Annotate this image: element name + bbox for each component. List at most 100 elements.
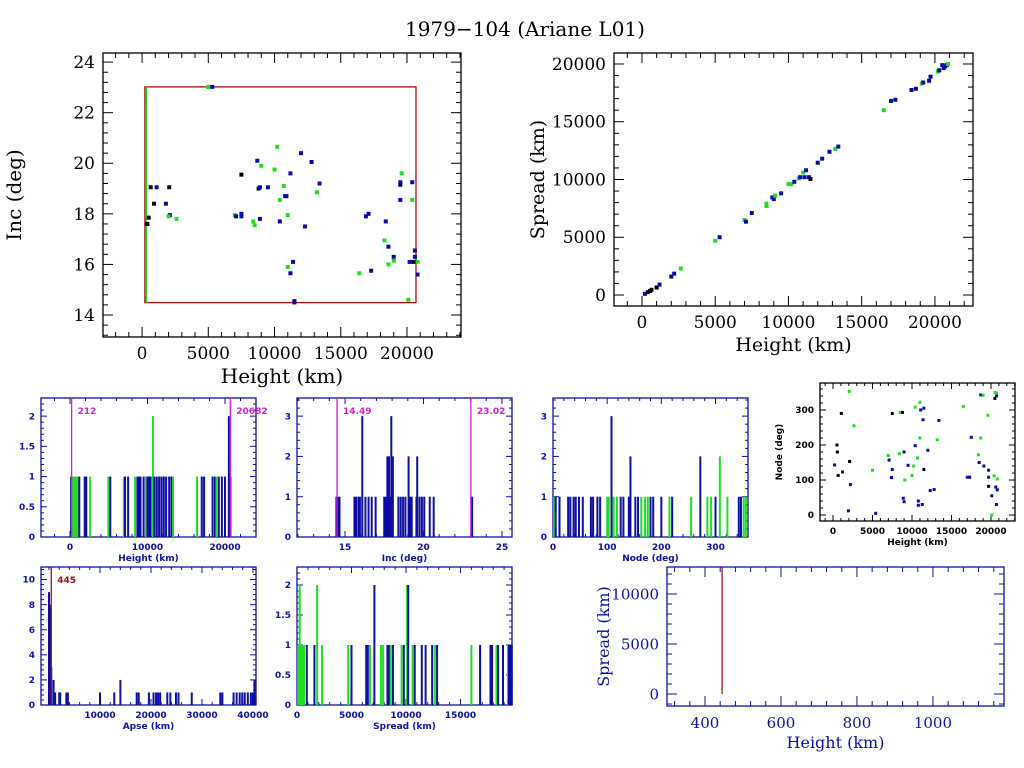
data-point <box>927 78 932 83</box>
y-tick-label: 8 <box>29 601 35 611</box>
data-point <box>239 172 244 177</box>
data-point <box>275 144 280 149</box>
x-tick-label: 0 <box>637 313 648 333</box>
data-point <box>299 151 304 156</box>
data-point <box>833 146 838 151</box>
data-point <box>920 503 924 507</box>
data-point <box>717 235 722 240</box>
data-point <box>382 238 387 243</box>
y-tick-label: 1.5 <box>19 442 35 452</box>
y-tick-label: 2 <box>29 676 35 686</box>
data-point <box>801 170 806 175</box>
data-point <box>148 185 153 190</box>
x-tick-label: 0 <box>550 543 556 553</box>
plot-frame <box>40 566 257 706</box>
data-point <box>976 453 980 457</box>
marker-label: 23.02 <box>477 407 505 417</box>
data-point <box>317 181 322 186</box>
data-point <box>874 511 878 515</box>
x-tick-label: 20000 <box>908 313 962 333</box>
x-tick-label: 600 <box>767 714 796 732</box>
data-point <box>995 477 999 481</box>
x-tick-label: 1000 <box>914 714 952 732</box>
data-point <box>889 476 893 480</box>
data-point <box>291 259 296 264</box>
y-tick-label: 5000 <box>563 228 606 248</box>
data-point <box>779 191 784 196</box>
x-tick-label: 10000 <box>761 313 815 333</box>
data-point <box>415 272 420 277</box>
inc-histogram-panel: 15 20 25 0 1 2 3 Inc (deg) 14.49 23.02 <box>285 397 513 564</box>
data-point <box>916 499 920 503</box>
data-point <box>151 201 156 206</box>
plot-frame <box>102 52 462 338</box>
data-point <box>163 201 168 206</box>
selection-box <box>144 86 417 304</box>
data-point <box>981 393 985 397</box>
data-point <box>994 485 998 489</box>
data-point <box>411 259 416 264</box>
data-point <box>969 435 973 439</box>
data-point <box>902 500 906 504</box>
data-point <box>391 254 396 259</box>
y-tick-label: 15000 <box>552 113 606 133</box>
data-point <box>410 197 415 202</box>
y-tick-label: 5000 <box>621 635 659 653</box>
data-point <box>835 450 839 454</box>
data-point <box>888 98 893 103</box>
data-point <box>257 216 262 221</box>
data-point <box>154 185 159 190</box>
data-point <box>987 468 991 472</box>
y-tick-label: 20000 <box>552 55 606 75</box>
marker-label: 20682 <box>236 407 267 417</box>
x-tick-label: 10000 <box>896 527 927 537</box>
data-point <box>827 149 832 154</box>
data-point <box>234 214 239 219</box>
y-tick-label: 2 <box>285 581 291 591</box>
data-point <box>764 204 769 209</box>
y-tick-label: 20 <box>73 154 95 174</box>
y-tick-label: 24 <box>73 53 95 73</box>
x-axis-label: Node (deg) <box>622 554 679 564</box>
y-tick-label: 0 <box>649 685 659 703</box>
data-point <box>649 287 654 292</box>
data-point <box>657 282 662 287</box>
data-point <box>406 297 411 302</box>
data-point <box>881 108 886 113</box>
data-point <box>654 285 659 290</box>
data-point <box>386 262 391 267</box>
y-tick-label: 100 <box>795 476 814 486</box>
data-point <box>901 496 905 500</box>
data-point <box>764 201 769 206</box>
data-point <box>174 216 179 221</box>
data-point <box>961 404 965 408</box>
x-axis-label: Height (km) <box>787 733 885 752</box>
y-tick-label: 0 <box>29 701 35 711</box>
data-point <box>407 259 412 264</box>
node-histogram-panel: 0 100 200 300 0 1 2 3 Node (deg) <box>541 397 749 564</box>
x-tick-label: 800 <box>843 714 872 732</box>
x-tick-label: 15000 <box>835 313 889 333</box>
data-point <box>412 248 417 253</box>
data-point <box>309 159 314 164</box>
data-point <box>210 84 215 89</box>
data-point <box>288 271 293 276</box>
data-point <box>995 394 999 398</box>
y-tick-label: 16 <box>73 255 95 275</box>
data-point <box>852 424 856 428</box>
x-axis-label: Height (km) <box>735 334 851 356</box>
data-point <box>977 461 981 465</box>
y-tick-label: 4 <box>29 651 35 661</box>
data-point <box>935 438 939 442</box>
data-point <box>642 291 647 296</box>
data-point <box>841 470 845 474</box>
data-point <box>937 418 941 422</box>
x-tick-label: 25 <box>496 543 509 553</box>
plot-frame <box>613 52 974 307</box>
x-tick-label: 10000 <box>390 711 421 721</box>
apse-histogram-panel: 10000 20000 30000 40000 0 2 4 6 8 10 Apse (km) 445 <box>22 566 269 732</box>
data-point <box>802 175 807 180</box>
x-axis-label: Height (km) <box>221 364 343 388</box>
data-point <box>965 475 969 479</box>
x-tick-label: 200 <box>652 543 671 553</box>
